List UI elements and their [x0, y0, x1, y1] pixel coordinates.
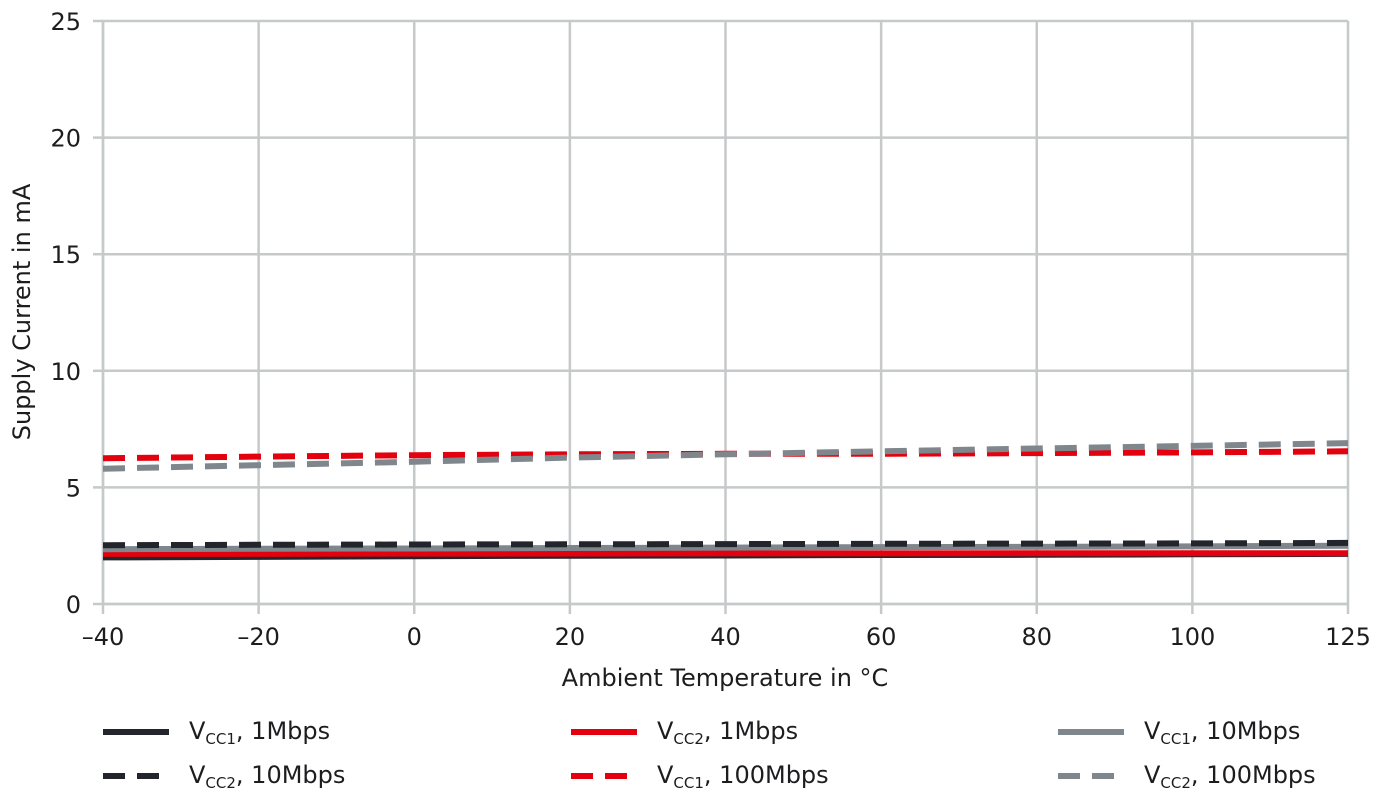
legend-label-subscript: CC2 [673, 729, 704, 748]
legend-label: VCC2, 100Mbps [1144, 761, 1316, 792]
legend-label-rest: , 100Mbps [1190, 760, 1316, 789]
legend-item: VCC1, 1Mbps [103, 714, 330, 750]
legend-label-subscript: CC1 [205, 729, 236, 748]
x-tick-label: 0 [407, 623, 422, 651]
y-tick-label: 15 [50, 241, 81, 269]
x-tick-label: 100 [1169, 623, 1215, 651]
legend-label-main: V [1144, 760, 1161, 789]
axes [93, 19, 1350, 614]
y-tick-label: 10 [50, 358, 81, 386]
y-tick-label: 20 [50, 125, 81, 153]
legend-swatch [571, 773, 637, 779]
series-lines [102, 440, 1349, 561]
tick-labels: 0 5 10 15 20 25 –40 –20 0 20 40 60 80 100 125 [50, 8, 1370, 651]
legend-label-subscript: CC2 [1160, 773, 1191, 792]
legend-label-rest: , 100Mbps [703, 760, 829, 789]
legend-label-main: V [189, 716, 206, 745]
legend-item: VCC1, 100Mbps [571, 758, 829, 794]
series-line-6 [102, 440, 1349, 472]
legend-label: VCC2, 1Mbps [657, 717, 798, 748]
legend-label-subscript: CC2 [205, 773, 236, 792]
series-line-3 [102, 542, 1349, 553]
legend-label: VCC1, 100Mbps [657, 761, 829, 792]
legend-label: VCC1, 1Mbps [189, 717, 330, 748]
line-chart: 0 5 10 15 20 25 –40 –20 0 20 40 60 80 100 125 Ambient … [8, 8, 1371, 692]
legend-swatch [103, 773, 169, 779]
x-tick-label: 125 [1325, 623, 1371, 651]
legend-label-rest: , 1Mbps [235, 716, 331, 745]
grid [101, 19, 1350, 606]
legend-label-main: V [1144, 716, 1161, 745]
legend-item: VCC2, 100Mbps [1058, 758, 1316, 794]
x-tick-label: –20 [237, 623, 280, 651]
x-tick-label: 60 [866, 623, 897, 651]
y-tick-label: 25 [50, 8, 81, 36]
x-tick-label: –40 [82, 623, 125, 651]
legend-swatch [1058, 729, 1124, 735]
legend-label-rest: , 1Mbps [703, 716, 799, 745]
legend-label-subscript: CC1 [1160, 729, 1191, 748]
legend-item: VCC2, 10Mbps [103, 758, 345, 794]
legend-label: VCC1, 10Mbps [1144, 717, 1300, 748]
legend-item: VCC1, 10Mbps [1058, 714, 1300, 750]
legend-label: VCC2, 10Mbps [189, 761, 345, 792]
legend-label-subscript: CC1 [673, 773, 704, 792]
legend-label-rest: , 10Mbps [235, 760, 346, 789]
legend-swatch [103, 729, 169, 735]
legend-label-main: V [657, 716, 674, 745]
legend-swatch [571, 729, 637, 735]
legend-item: VCC2, 1Mbps [571, 714, 798, 750]
x-tick-label: 40 [710, 623, 741, 651]
legend-swatch [1058, 773, 1124, 779]
legend-label-main: V [657, 760, 674, 789]
series-line-4 [102, 539, 1349, 549]
x-axis-label: Ambient Temperature in °C [562, 664, 889, 692]
x-tick-label: 80 [1021, 623, 1052, 651]
legend-label-main: V [189, 760, 206, 789]
y-tick-label: 0 [66, 591, 81, 619]
legend-label-rest: , 10Mbps [1190, 716, 1301, 745]
series-line-2 [103, 550, 1348, 557]
y-axis-label: Supply Current in mA [8, 183, 36, 440]
y-tick-label: 5 [66, 474, 81, 502]
legend: VCC1, 1Mbps VCC2, 1Mbps VCC1, 10Mbps VCC2, … [0, 712, 1391, 792]
x-tick-label: 20 [555, 623, 586, 651]
